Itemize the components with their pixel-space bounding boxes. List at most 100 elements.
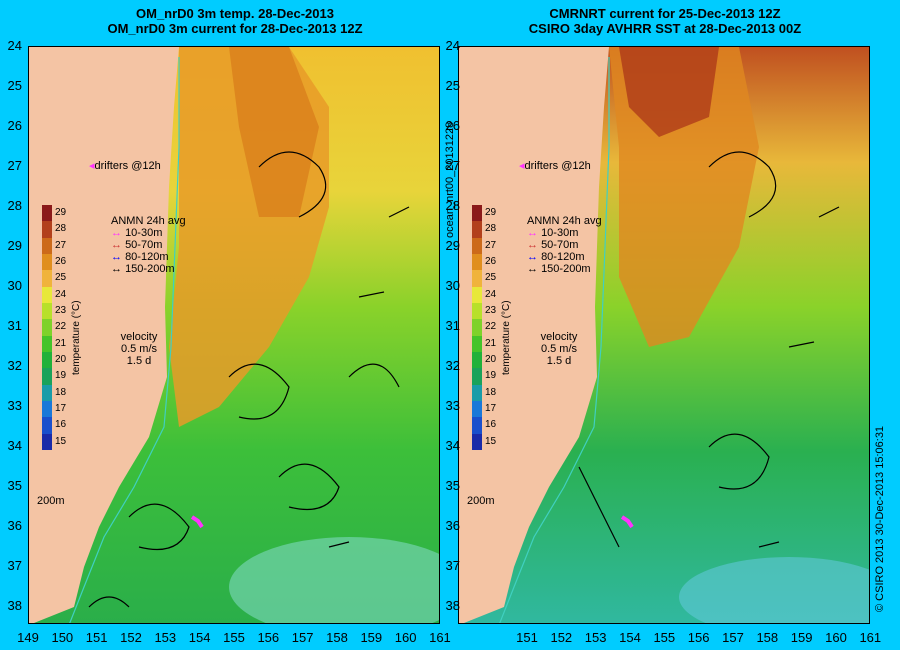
isobath-label: 200m [37, 495, 65, 507]
colorbar-tick-label: 22 [485, 321, 497, 333]
y-tick-label: 28 [7, 198, 22, 213]
anmn-item-label: 50-70m [125, 239, 163, 251]
x-tick-label: 158 [326, 630, 348, 645]
colorbar-segment [472, 237, 482, 254]
colorbar-segment [42, 351, 52, 369]
velocity-legend: velocity 0.5 m/s 1.5 d [109, 331, 169, 367]
right-map-svg [459, 47, 869, 623]
y-tick-label: 27 [7, 158, 22, 173]
colorbar-tick-label: 19 [485, 370, 497, 382]
colorbar-segment [472, 368, 482, 385]
y-tick-label: 25 [7, 78, 22, 93]
colorbar-tick-label: 21 [55, 337, 67, 349]
colorbar-segment [42, 384, 52, 401]
y-tick-label: 28 [445, 198, 460, 213]
colorbar-tick-label: 17 [485, 403, 497, 414]
x-tick-label: 160 [394, 630, 417, 645]
y-tick-label: 25 [445, 78, 460, 93]
anmn-item-label: 80-120m [541, 251, 585, 263]
x-tick-label: 154 [188, 630, 211, 645]
y-tick-label: 37 [7, 558, 22, 573]
x-tick-label: 157 [291, 630, 314, 645]
colorbar-tick-label: 17 [55, 403, 67, 414]
colorbar-segment [42, 417, 52, 434]
credit-label: © CSIRO 2013 30-Dec-2013 15:06:31 [874, 425, 886, 612]
y-tick-label: 30 [7, 278, 22, 293]
x-tick-label: 154 [619, 630, 641, 645]
anmn-item: ↔ 150-200m [111, 263, 175, 275]
colorbar-segment [42, 433, 52, 450]
velocity-speed: 0.5 m/s [540, 343, 578, 355]
colorbar-tick-label: 20 [55, 354, 67, 365]
y-tick-label: 35 [445, 478, 460, 493]
velocity-duration: 1.5 d [546, 355, 572, 367]
colorbar-tick-label: 18 [55, 386, 67, 398]
colorbar-segment [472, 400, 482, 418]
colorbar-segment [472, 270, 482, 287]
colorbar-tick-label: 28 [55, 223, 67, 235]
right-title: CMRNRT current for 25-Dec-2013 12Z CSIRO… [460, 6, 870, 36]
anmn-item: ↔ 10-30m [111, 227, 163, 239]
drifters-legend: ◂drifters @12h [89, 160, 161, 172]
drifters-label: drifters @12h [524, 160, 591, 172]
anmn-item-label: 10-30m [125, 227, 163, 239]
left-title-line2: OM_nrD0 3m current for 28-Dec-2013 12Z [107, 21, 363, 36]
y-tick-label: 26 [7, 118, 22, 133]
isobath-200m-line [69, 57, 180, 623]
colorbar-segment [472, 384, 482, 401]
x-tick-label: 156 [687, 630, 710, 645]
colorbar-tick-label: 29 [485, 207, 497, 218]
left-map-svg [29, 47, 439, 623]
colorbar-segment [472, 253, 482, 271]
y-tick-label: 34 [7, 438, 22, 453]
cool-sst-patch [679, 557, 869, 623]
colorbar-title-left: temperature (°C) [71, 300, 82, 375]
colorbar-tick-label: 16 [485, 419, 497, 431]
x-tick-label: 155 [223, 630, 245, 645]
x-tick-label: 157 [722, 630, 744, 645]
colorbar-segment [42, 368, 52, 385]
drifter-track [620, 515, 634, 529]
anmn-legend: ANMN 24h avg ↔ 10-30m ↔ 50-70m ↔ 80-120m… [527, 215, 602, 275]
right-title-line1: CMRNRT current for 25-Dec-2013 12Z [549, 6, 781, 21]
x-tick-label: 161 [859, 630, 882, 645]
left-title: OM_nrD0 3m temp. 28-Dec-2013 OM_nrD0 3m … [30, 6, 440, 36]
colorbar-segment [42, 319, 52, 336]
x-tick-label: 150 [51, 630, 74, 645]
anmn-item: ↔ 150-200m [527, 263, 591, 275]
hot-sst-patch [619, 47, 719, 137]
temperature-colorbar-right [472, 205, 482, 450]
x-tick-label: 153 [154, 630, 177, 645]
y-tick-label: 38 [7, 598, 22, 613]
colorbar-tick-label: 19 [55, 370, 67, 382]
colorbar-segment [472, 286, 482, 303]
anmn-item: ↔ 80-120m [527, 251, 585, 263]
anmn-item: ↔ 80-120m [111, 251, 169, 263]
x-tick-label: 151 [85, 630, 108, 645]
anmn-item-label: 80-120m [125, 251, 169, 263]
colorbar-tick-label: 20 [485, 354, 497, 365]
y-tick-label: 38 [445, 598, 460, 613]
y-tick-label: 31 [445, 318, 460, 333]
x-tick-label: 161 [429, 630, 451, 645]
run-id-label: ocean_nrt00_20131228 [444, 121, 456, 238]
colorbar-tick-label: 27 [55, 239, 67, 251]
colorbar-segment [472, 319, 482, 336]
colorbar-title-right: temperature (°C) [501, 300, 512, 375]
colorbar-segment [42, 286, 52, 303]
colorbar-segment [472, 417, 482, 434]
land-mass [29, 47, 179, 623]
right-title-line2: CSIRO 3day AVHRR SST at 28-Dec-2013 00Z [528, 21, 802, 36]
velocity-label: velocity [540, 331, 578, 343]
x-tick-label: 149 [17, 630, 39, 645]
velocity-label: velocity [120, 331, 158, 343]
colorbar-segment [472, 205, 482, 222]
x-tick-label: 151 [516, 630, 538, 645]
x-tick-label: 160 [825, 630, 847, 645]
y-tick-label: 29 [7, 238, 22, 253]
y-tick-label: 32 [445, 358, 460, 373]
colorbar-tick-label: 21 [485, 337, 497, 349]
x-tick-label: 155 [653, 630, 676, 645]
current-vectors [578, 151, 840, 548]
y-tick-label: 37 [445, 558, 460, 573]
